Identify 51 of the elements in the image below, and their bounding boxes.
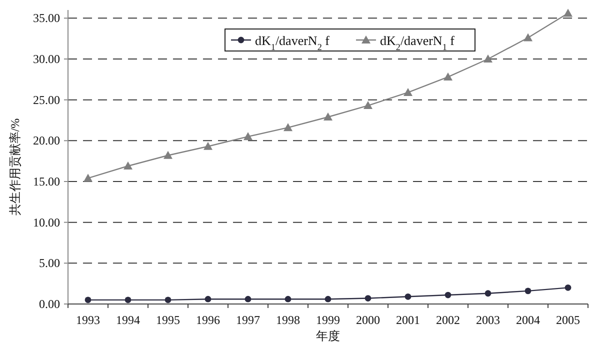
x-tick-label: 2002: [436, 313, 460, 327]
point: [364, 101, 372, 110]
point: [364, 295, 372, 302]
point: [404, 88, 412, 96]
point: [84, 296, 92, 304]
x-tick-label: 1997: [236, 313, 260, 327]
point: [564, 284, 572, 291]
point: [324, 296, 332, 302]
point: [164, 296, 172, 304]
x-tick-label: 2001: [396, 313, 420, 327]
point: [524, 288, 532, 294]
point: [124, 296, 132, 304]
point: [204, 142, 212, 150]
x-tick-label: 2005: [556, 313, 580, 327]
x-tick-label: 1996: [196, 313, 220, 327]
y-tick-label: 15.00: [33, 174, 60, 188]
point: [444, 72, 452, 80]
point: [164, 150, 172, 159]
x-tick-label: 2003: [476, 313, 500, 327]
point: [324, 112, 332, 120]
x-tick-label: 1994: [116, 313, 140, 327]
legend-label: dK$_{2}$/daverN$_{1}$ f: [380, 33, 456, 52]
x-axis-title: 年度: [316, 329, 340, 343]
y-axis-title: 共生作用贡献率/%: [8, 118, 22, 216]
point: [124, 161, 132, 170]
point: [524, 33, 532, 42]
point: [484, 54, 492, 62]
point: [284, 296, 292, 302]
x-tick-label: 1995: [156, 313, 180, 327]
x-tick-label: 1998: [276, 313, 300, 327]
y-tick-label: 30.00: [33, 52, 60, 66]
point: [564, 8, 572, 17]
point: [444, 292, 452, 298]
y-tick-label: 5.00: [39, 256, 60, 270]
y-tick-label: 20.00: [33, 134, 60, 148]
point: [244, 132, 252, 140]
x-tick-label: 1993: [76, 313, 100, 327]
point: [244, 296, 252, 302]
x-tick-label: 1999: [316, 313, 340, 327]
point: [204, 296, 212, 302]
point: [284, 123, 292, 132]
point: [404, 293, 412, 300]
y-tick-label: 35.00: [33, 11, 60, 26]
point: [484, 290, 492, 297]
x-tick-label: 2004: [516, 313, 540, 327]
y-tick-label: 25.00: [33, 92, 60, 107]
legend-label: dK$_{1}$/daverN$_{2}$ f: [255, 33, 330, 52]
x-tick-label: 2000: [356, 313, 380, 327]
y-tick-label: 10.00: [33, 215, 60, 230]
point: [84, 174, 92, 182]
y-tick-label: 0.00: [39, 297, 60, 311]
